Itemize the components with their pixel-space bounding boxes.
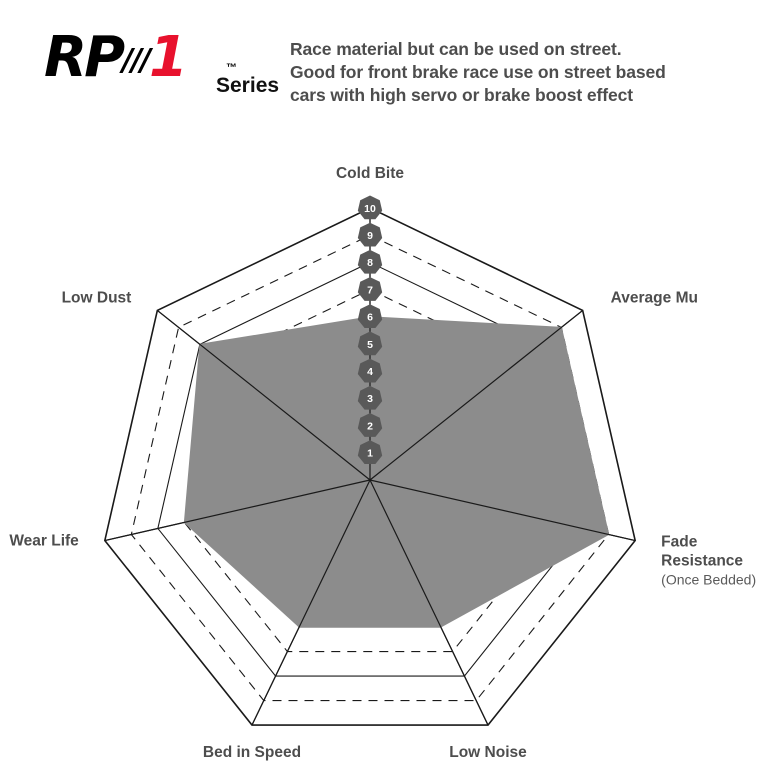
grid-ring-10 bbox=[103, 207, 637, 726]
axis-label-text: Low Noise bbox=[449, 744, 527, 761]
axis-spoke-overlay-1 bbox=[369, 309, 584, 481]
brand-logo: RP///1 ™ Series bbox=[44, 30, 294, 100]
svg-text:4: 4 bbox=[367, 366, 373, 378]
axis-spoke-overlay-3 bbox=[369, 479, 489, 726]
axis-label-text: Average Mu bbox=[611, 289, 698, 306]
axis-label-text: Low Dust bbox=[62, 289, 132, 306]
tick-badge-7: 7 bbox=[357, 277, 383, 301]
logo-slashes: /// bbox=[122, 43, 151, 78]
tick-badge-3: 3 bbox=[357, 385, 383, 410]
description-line-1: Race material but can be used on street. bbox=[290, 39, 622, 59]
svg-text:8: 8 bbox=[367, 257, 373, 269]
radar-chart-svg: 1 2 3 4 5 6 7 8 9 10 Cold Bite Average Mu Fade Resis… bbox=[9, 165, 756, 761]
radar-series-area bbox=[183, 316, 610, 628]
tick-badge-10: 10 bbox=[357, 195, 383, 220]
radar-axis-labels: Cold Bite Average Mu Fade Resistance (Once B… bbox=[9, 165, 756, 761]
svg-text:3: 3 bbox=[367, 393, 373, 405]
logo-numeral-one: 1 bbox=[149, 25, 188, 90]
radar-chart: 1 2 3 4 5 6 7 8 9 10 Cold Bite Average Mu Fade Resis… bbox=[0, 118, 768, 768]
tick-badge-9: 9 bbox=[357, 222, 383, 247]
axis-label-text: Fade bbox=[661, 534, 698, 551]
axis-label-text: Bed in Speed bbox=[203, 744, 301, 761]
axis-label-cold-bite: Cold Bite bbox=[336, 165, 404, 182]
svg-text:2: 2 bbox=[367, 420, 373, 432]
svg-text:10: 10 bbox=[364, 203, 376, 215]
tick-badge-1: 1 bbox=[357, 440, 383, 465]
product-description: Race material but can be used on street.… bbox=[290, 38, 700, 107]
axis-spoke-overlay-5 bbox=[104, 479, 371, 542]
tick-badge-5: 5 bbox=[357, 331, 383, 356]
svg-text:7: 7 bbox=[367, 284, 373, 296]
axis-label-fade-resistance: Fade Resistance (Once Bedded) bbox=[661, 534, 756, 588]
logo-rp-text: RP bbox=[44, 25, 125, 90]
logo-series-text: Series bbox=[216, 74, 280, 97]
svg-text:9: 9 bbox=[367, 230, 373, 242]
axis-label-average-mu: Average Mu bbox=[611, 289, 698, 306]
radar-tick-badges: 1 2 3 4 5 6 7 8 9 10 bbox=[357, 195, 383, 465]
description-line-2: Good for front brake race use on street … bbox=[290, 62, 666, 82]
header: RP///1 ™ Series Race material but can be… bbox=[0, 0, 768, 120]
axis-label-low-dust: Low Dust bbox=[62, 289, 132, 306]
trademark-symbol: ™ bbox=[226, 62, 237, 74]
axis-label-low-noise: Low Noise bbox=[449, 744, 527, 761]
axis-label-wear-life: Wear Life bbox=[9, 533, 79, 550]
axis-spoke-overlay-6 bbox=[156, 309, 371, 481]
svg-text:5: 5 bbox=[367, 339, 373, 351]
tick-badge-2: 2 bbox=[357, 413, 383, 437]
tick-badge-4: 4 bbox=[357, 358, 383, 383]
axis-label-text: Cold Bite bbox=[336, 165, 404, 182]
axis-spoke-overlay-2 bbox=[369, 479, 636, 542]
axis-label-text: Resistance bbox=[661, 553, 743, 570]
axis-sublabel-text: (Once Bedded) bbox=[661, 572, 756, 588]
axis-label-text: Wear Life bbox=[9, 533, 79, 550]
description-line-3: cars with high servo or brake boost effe… bbox=[290, 85, 633, 105]
tick-badge-8: 8 bbox=[357, 249, 383, 274]
tick-badge-6: 6 bbox=[357, 304, 383, 329]
axis-spoke-overlay-4 bbox=[251, 479, 371, 726]
series-polygon-rp1 bbox=[183, 316, 610, 628]
svg-text:6: 6 bbox=[367, 312, 373, 324]
axis-label-bed-in-speed: Bed in Speed bbox=[203, 744, 301, 761]
logo-wordmark: RP///1 bbox=[44, 30, 188, 95]
svg-text:1: 1 bbox=[367, 448, 373, 460]
